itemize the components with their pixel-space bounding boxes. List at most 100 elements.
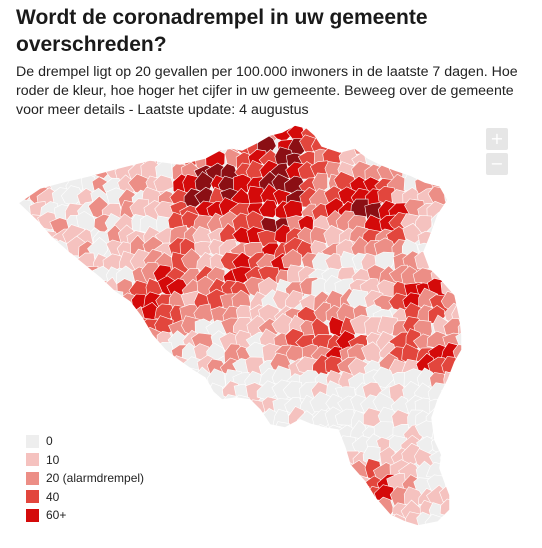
- municipality-area[interactable]: [347, 124, 370, 142]
- municipality-area[interactable]: [1, 500, 23, 522]
- municipality-area[interactable]: [92, 304, 112, 327]
- municipality-area[interactable]: [63, 382, 86, 401]
- municipality-area[interactable]: [246, 500, 267, 521]
- municipality-area[interactable]: [168, 484, 189, 504]
- municipality-area[interactable]: [3, 436, 22, 458]
- municipality-area[interactable]: [153, 395, 173, 415]
- municipality-area[interactable]: [441, 417, 462, 440]
- municipality-area[interactable]: [456, 512, 477, 532]
- municipality-area[interactable]: [61, 147, 82, 170]
- municipality-area[interactable]: [26, 291, 51, 312]
- municipality-area[interactable]: [196, 115, 214, 131]
- municipality-area[interactable]: [115, 343, 135, 366]
- municipality-area[interactable]: [274, 512, 295, 531]
- municipality-area[interactable]: [261, 115, 282, 128]
- municipality-area[interactable]: [10, 291, 30, 312]
- municipality-area[interactable]: [442, 136, 465, 159]
- municipality-area[interactable]: [39, 255, 59, 275]
- municipality-area[interactable]: [130, 341, 152, 361]
- municipality-area[interactable]: [102, 124, 128, 144]
- municipality-area[interactable]: [169, 476, 191, 497]
- municipality-area[interactable]: [13, 225, 33, 247]
- municipality-area[interactable]: [231, 488, 254, 508]
- municipality-area[interactable]: [38, 408, 58, 430]
- municipality-area[interactable]: [116, 379, 138, 402]
- municipality-area[interactable]: [12, 198, 33, 221]
- municipality-area[interactable]: [439, 446, 459, 470]
- municipality-area[interactable]: [26, 405, 48, 427]
- municipality-area[interactable]: [9, 343, 33, 366]
- municipality-area[interactable]: [184, 448, 203, 470]
- municipality-area[interactable]: [88, 340, 110, 366]
- municipality-area[interactable]: [456, 448, 475, 470]
- municipality-area[interactable]: [418, 115, 439, 132]
- municipality-area[interactable]: [454, 496, 474, 520]
- municipality-area[interactable]: [12, 175, 33, 195]
- municipality-area[interactable]: [2, 344, 20, 365]
- municipality-area[interactable]: [12, 124, 36, 146]
- municipality-area[interactable]: [80, 367, 101, 392]
- municipality-area[interactable]: [206, 430, 227, 453]
- municipality-area[interactable]: [14, 277, 35, 299]
- municipality-area[interactable]: [116, 303, 136, 324]
- municipality-area[interactable]: [452, 137, 473, 158]
- municipality-area[interactable]: [443, 176, 462, 196]
- municipality-area[interactable]: [157, 514, 178, 532]
- municipality-area[interactable]: [25, 151, 49, 171]
- municipality-area[interactable]: [287, 486, 306, 506]
- municipality-area[interactable]: [155, 421, 177, 443]
- municipality-area[interactable]: [129, 394, 149, 418]
- municipality-area[interactable]: [0, 329, 22, 353]
- municipality-area[interactable]: [272, 436, 291, 458]
- municipality-area[interactable]: [445, 122, 464, 144]
- municipality-area[interactable]: [454, 477, 477, 496]
- municipality-area[interactable]: [169, 125, 192, 144]
- municipality-area[interactable]: [155, 445, 176, 466]
- municipality-area[interactable]: [236, 444, 255, 465]
- municipality-area[interactable]: [455, 215, 474, 235]
- municipality-area[interactable]: [184, 393, 206, 417]
- municipality-area[interactable]: [65, 405, 86, 427]
- municipality-area[interactable]: [261, 486, 284, 507]
- municipality-area[interactable]: [184, 502, 206, 523]
- municipality-area[interactable]: [0, 149, 22, 171]
- municipality-area[interactable]: [261, 472, 282, 496]
- municipality-area[interactable]: [100, 314, 123, 336]
- municipality-area[interactable]: [427, 121, 447, 143]
- municipality-area[interactable]: [444, 145, 463, 167]
- municipality-area[interactable]: [27, 318, 51, 340]
- municipality-area[interactable]: [139, 120, 160, 141]
- municipality-area[interactable]: [1, 122, 21, 144]
- municipality-area[interactable]: [51, 392, 71, 419]
- municipality-area[interactable]: [94, 385, 115, 406]
- municipality-area[interactable]: [64, 328, 85, 351]
- municipality-area[interactable]: [76, 150, 100, 171]
- municipality-area[interactable]: [27, 277, 45, 300]
- municipality-area[interactable]: [198, 448, 220, 470]
- municipality-area[interactable]: [78, 408, 101, 431]
- municipality-area[interactable]: [248, 115, 268, 134]
- municipality-area[interactable]: [210, 498, 228, 519]
- municipality-area[interactable]: [402, 115, 423, 134]
- municipality-area[interactable]: [116, 330, 136, 355]
- municipality-area[interactable]: [179, 115, 199, 127]
- municipality-area[interactable]: [444, 115, 464, 130]
- municipality-area[interactable]: [143, 354, 166, 377]
- municipality-area[interactable]: [222, 122, 240, 143]
- municipality-area[interactable]: [26, 253, 48, 275]
- municipality-area[interactable]: [49, 135, 72, 157]
- municipality-area[interactable]: [55, 330, 75, 349]
- municipality-area[interactable]: [247, 460, 266, 481]
- municipality-area[interactable]: [105, 405, 127, 428]
- municipality-area[interactable]: [105, 289, 124, 312]
- municipality-area[interactable]: [169, 383, 189, 404]
- municipality-area[interactable]: [173, 445, 192, 465]
- municipality-area[interactable]: [0, 210, 19, 232]
- municipality-area[interactable]: [451, 161, 474, 185]
- municipality-area[interactable]: [285, 289, 303, 309]
- municipality-area[interactable]: [158, 436, 180, 455]
- municipality-area[interactable]: [210, 448, 229, 473]
- municipality-area[interactable]: [297, 443, 317, 467]
- municipality-area[interactable]: [181, 383, 202, 404]
- municipality-area[interactable]: [282, 511, 307, 531]
